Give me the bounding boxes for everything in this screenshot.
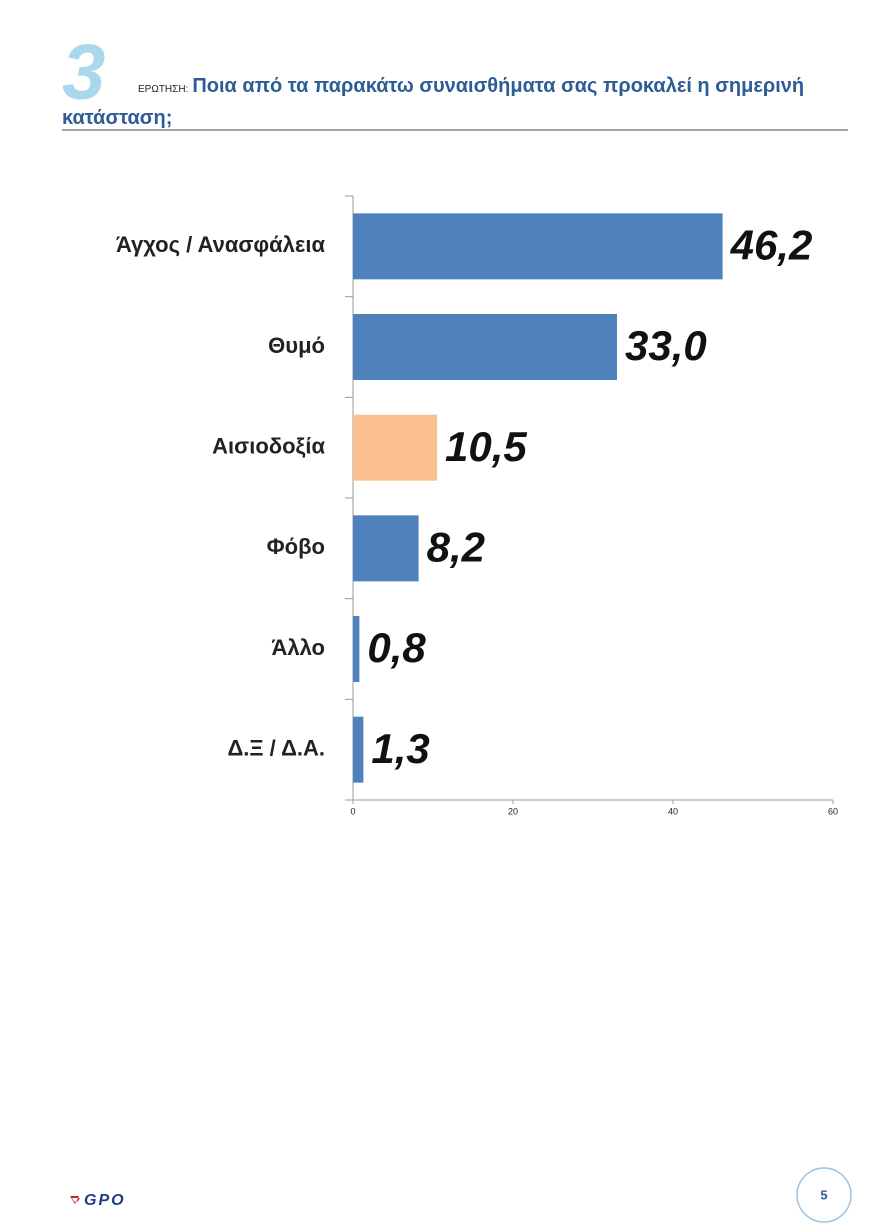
value-label: 46,2	[730, 221, 813, 268]
bar	[353, 314, 617, 380]
category-label: Άγχος / Ανασφάλεια	[116, 232, 326, 257]
value-label: 8,2	[427, 523, 485, 570]
bar	[353, 716, 364, 783]
value-label: 0,8	[367, 624, 426, 671]
logo-mark	[70, 1196, 80, 1204]
bar	[353, 616, 360, 682]
category-label: Φόβο	[267, 534, 325, 559]
logo: GPO	[84, 1192, 126, 1209]
question-label: ΕΡΩΤΗΣΗ:	[138, 84, 189, 95]
category-label: Δ.Ξ / Δ.Α.	[227, 735, 325, 760]
category-label: Αισιοδοξία	[212, 433, 325, 458]
value-label: 33,0	[625, 322, 707, 369]
page-number: 5	[820, 1187, 827, 1202]
page-circle	[796, 1167, 852, 1223]
question-number: 3	[62, 28, 105, 116]
x-tick-label: 20	[508, 806, 518, 816]
x-tick-label: 0	[350, 806, 355, 816]
value-label: 10,5	[445, 423, 527, 470]
bar	[353, 515, 419, 582]
bar	[353, 213, 723, 280]
category-label: Άλλο	[271, 635, 325, 660]
value-label: 1,3	[371, 725, 429, 772]
category-label: Θυμό	[268, 333, 325, 358]
x-tick-label: 60	[828, 806, 838, 816]
bar	[353, 414, 437, 481]
question-text: Ποια από τα παρακάτω συναισθήματα σας πρ…	[62, 75, 805, 129]
question: ΕΡΩΤΗΣΗ: Ποια από τα παρακάτω συναισθήματ…	[62, 72, 852, 132]
x-tick-label: 40	[668, 806, 678, 816]
